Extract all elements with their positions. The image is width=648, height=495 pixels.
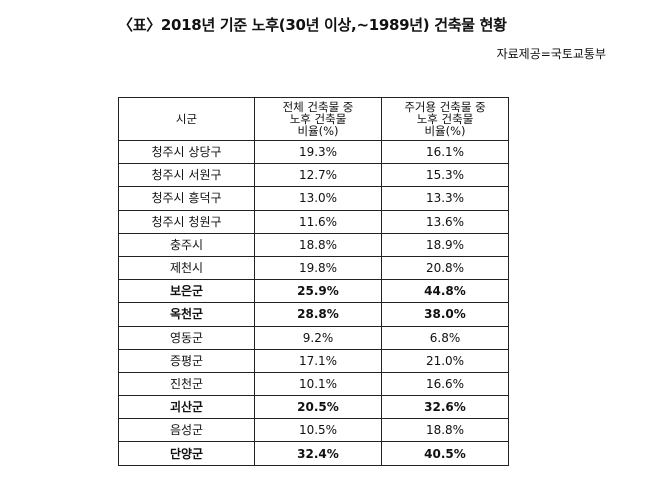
total-ratio-cell: 19.8% <box>254 255 382 281</box>
region-cell: 청주시 서원구 <box>118 163 255 188</box>
region-cell: 진천군 <box>118 371 255 397</box>
region-cell: 음성군 <box>118 418 255 443</box>
header-total-line3: 비율(%) <box>297 124 339 138</box>
region-cell: 충주시 <box>118 232 255 257</box>
total-ratio-cell: 20.5% <box>254 395 382 420</box>
total-ratio-cell: 12.7% <box>254 163 382 188</box>
residential-ratio-cell: 15.3% <box>381 163 509 188</box>
region-cell: 영동군 <box>118 325 255 350</box>
total-ratio-cell: 32.4% <box>254 441 382 466</box>
table-row: 단양군 32.4% 40.5% <box>118 441 509 466</box>
header-region: 시군 <box>118 97 255 141</box>
header-res-line1: 주거용 건축물 중 <box>404 100 486 114</box>
total-ratio-cell: 13.0% <box>254 186 382 211</box>
total-ratio-cell: 10.5% <box>254 418 382 443</box>
region-cell: 청주시 상당구 <box>118 139 255 165</box>
residential-ratio-cell: 32.6% <box>381 395 509 420</box>
residential-ratio-cell: 40.5% <box>381 441 509 466</box>
residential-ratio-cell: 38.0% <box>381 302 509 327</box>
table-row: 진천군 10.1% 16.6% <box>118 371 509 397</box>
table-row: 보은군 25.9% 44.8% <box>118 279 509 304</box>
header-row: 시군 전체 건축물 중 노후 건축물 비율(%) 주거용 건축물 중 노후 건축… <box>118 97 509 141</box>
table-row: 청주시 서원구 12.7% 15.3% <box>118 163 509 188</box>
table-row: 영동군 9.2% 6.8% <box>118 325 509 350</box>
residential-ratio-cell: 21.0% <box>381 348 509 373</box>
header-res-line3: 비율(%) <box>424 124 466 138</box>
region-cell: 옥천군 <box>118 302 255 327</box>
table-row: 청주시 상당구 19.3% 16.1% <box>118 139 509 165</box>
total-ratio-cell: 11.6% <box>254 209 382 234</box>
header-total-line1: 전체 건축물 중 <box>282 100 354 114</box>
header-region-label: 시군 <box>175 112 198 126</box>
source-credit: 자료제공=국토교통부 <box>496 47 606 61</box>
table-row: 청주시 흥덕구 13.0% 13.3% <box>118 186 509 211</box>
total-ratio-cell: 10.1% <box>254 371 382 397</box>
header-total-line2: 노후 건축물 <box>289 112 347 126</box>
region-cell: 단양군 <box>118 441 255 466</box>
table-row: 증평군 17.1% 21.0% <box>118 348 509 373</box>
table-row: 청주시 청원구 11.6% 13.6% <box>118 209 509 234</box>
residential-ratio-cell: 6.8% <box>381 325 509 350</box>
header-residential-ratio: 주거용 건축물 중 노후 건축물 비율(%) <box>381 97 509 141</box>
table-row: 충주시 18.8% 18.9% <box>118 232 509 257</box>
region-cell: 보은군 <box>118 279 255 304</box>
residential-ratio-cell: 13.6% <box>381 209 509 234</box>
residential-ratio-cell: 44.8% <box>381 279 509 304</box>
table-body: 청주시 상당구 19.3% 16.1% 청주시 서원구 12.7% 15.3% 청주시 흥덕… <box>118 139 509 466</box>
total-ratio-cell: 19.3% <box>254 139 382 165</box>
table-title: 〈표〉2018년 기준 노후(30년 이상,~1989년) 건축물 현황 <box>118 16 507 34</box>
total-ratio-cell: 17.1% <box>254 348 382 373</box>
header-res-line2: 노후 건축물 <box>416 112 474 126</box>
residential-ratio-cell: 13.3% <box>381 186 509 211</box>
header-total-ratio: 전체 건축물 중 노후 건축물 비율(%) <box>254 97 382 141</box>
region-cell: 증평군 <box>118 348 255 373</box>
region-cell: 청주시 청원구 <box>118 209 255 234</box>
table-row: 옥천군 28.8% 38.0% <box>118 302 509 327</box>
residential-ratio-cell: 20.8% <box>381 255 509 281</box>
region-cell: 제천시 <box>118 255 255 281</box>
residential-ratio-cell: 18.9% <box>381 232 509 257</box>
region-cell: 청주시 흥덕구 <box>118 186 255 211</box>
total-ratio-cell: 28.8% <box>254 302 382 327</box>
residential-ratio-cell: 16.6% <box>381 371 509 397</box>
total-ratio-cell: 25.9% <box>254 279 382 304</box>
aging-buildings-table: 시군 전체 건축물 중 노후 건축물 비율(%) 주거용 건축물 중 노후 건축… <box>118 97 509 466</box>
table-row: 제천시 19.8% 20.8% <box>118 255 509 281</box>
total-ratio-cell: 18.8% <box>254 232 382 257</box>
total-ratio-cell: 9.2% <box>254 325 382 350</box>
table-row: 음성군 10.5% 18.8% <box>118 418 509 443</box>
region-cell: 괴산군 <box>118 395 255 420</box>
table-row: 괴산군 20.5% 32.6% <box>118 395 509 420</box>
residential-ratio-cell: 18.8% <box>381 418 509 443</box>
residential-ratio-cell: 16.1% <box>381 139 509 165</box>
